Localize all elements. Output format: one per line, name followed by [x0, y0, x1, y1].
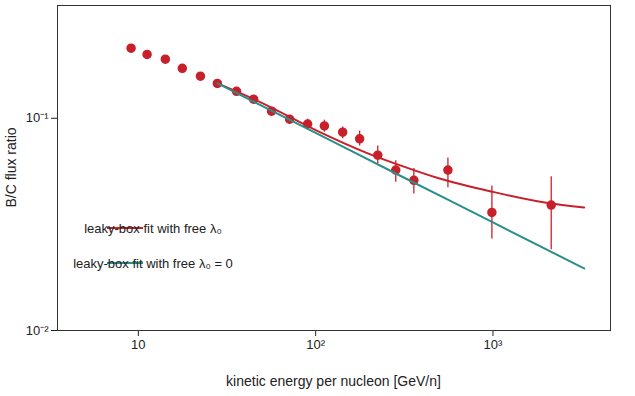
svg-text:10³: 10³: [484, 337, 503, 352]
svg-text:leaky-box fit with free λ₀: leaky-box fit with free λ₀: [84, 221, 222, 236]
svg-text:10: 10: [131, 337, 145, 352]
svg-text:10⁻²: 10⁻²: [26, 323, 49, 338]
svg-text:10⁻¹: 10⁻¹: [26, 110, 49, 125]
svg-text:kinetic energy per nucleon [Ge: kinetic energy per nucleon [GeV/n]: [226, 373, 441, 389]
svg-text:leaky-box fit with free λ₀ = 0: leaky-box fit with free λ₀ = 0: [73, 256, 233, 271]
svg-text:10²: 10²: [306, 337, 325, 352]
svg-text:B/C flux ratio: B/C flux ratio: [3, 127, 19, 207]
